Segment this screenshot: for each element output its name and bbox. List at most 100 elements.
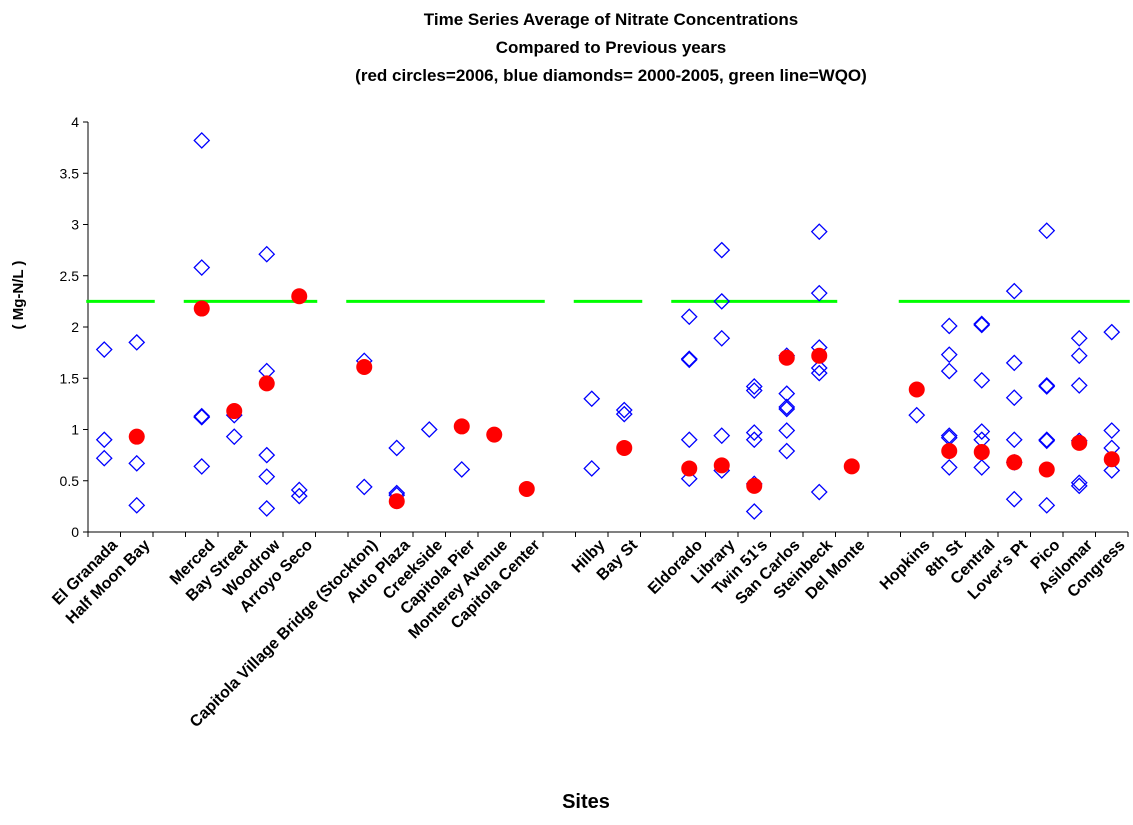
diamond-point xyxy=(810,364,828,382)
circle-point xyxy=(1006,454,1023,471)
circle-point xyxy=(518,480,535,497)
diamond-point xyxy=(745,503,763,520)
diamond-point xyxy=(1038,378,1056,395)
diamond-point xyxy=(453,461,471,478)
diamond-point xyxy=(940,459,958,476)
diamond-point xyxy=(1038,432,1056,450)
diamond-point xyxy=(193,457,211,475)
diamond-point xyxy=(95,341,113,358)
diamond-point xyxy=(225,428,243,446)
diamond-point xyxy=(128,333,146,351)
diamond-point xyxy=(778,400,796,418)
diamond-point xyxy=(583,390,601,408)
diamond-point xyxy=(1005,389,1023,407)
diamond-point xyxy=(1070,477,1088,495)
chart-title: Time Series Average of Nitrate Concentra… xyxy=(355,10,867,85)
diamond-point xyxy=(583,460,601,477)
circle-point xyxy=(193,300,210,317)
y-tick-label: 1.5 xyxy=(60,370,80,386)
diamond-point xyxy=(810,359,828,377)
circle-point xyxy=(843,458,860,475)
circle-point xyxy=(681,460,698,477)
y-tick-label: 1 xyxy=(71,422,79,438)
diamond-point xyxy=(778,422,796,439)
diamond-point xyxy=(1103,323,1121,341)
circle-point xyxy=(128,428,145,445)
circle-point xyxy=(258,375,275,392)
y-tick-label: 2 xyxy=(71,319,79,335)
diamond-point xyxy=(680,470,698,488)
chart-title-line-2: Compared to Previous years xyxy=(496,38,727,57)
circle-point xyxy=(941,443,958,460)
x-axis-title: Sites xyxy=(562,791,610,813)
diamond-point xyxy=(193,132,211,149)
circle-point xyxy=(486,426,503,443)
circle-point xyxy=(226,403,243,420)
circle-point xyxy=(356,358,373,375)
diamond-point xyxy=(615,401,633,419)
y-tick-label: 2.5 xyxy=(60,268,80,284)
diamond-point xyxy=(745,424,763,441)
circle-point xyxy=(616,439,633,456)
diamond-point xyxy=(680,308,698,326)
circle-point xyxy=(291,288,308,305)
diamond-point xyxy=(1005,282,1023,300)
diamond-point xyxy=(95,449,113,467)
diamond-point xyxy=(258,468,276,486)
diamond-point xyxy=(973,459,991,476)
diamond-point xyxy=(193,259,211,276)
diamond-point xyxy=(95,431,113,449)
diamond-point xyxy=(1038,377,1056,394)
series-2000-2005 xyxy=(95,132,1121,520)
diamond-point xyxy=(355,478,373,496)
diamond-point xyxy=(128,454,146,472)
circle-point xyxy=(388,493,405,510)
diamond-point xyxy=(1038,222,1056,240)
diamond-point xyxy=(680,431,698,449)
axes: 0 0.5 1 1.5 2 2.5 3 3.5 4 xyxy=(60,114,1129,540)
diamond-point xyxy=(713,241,731,259)
diamond-point xyxy=(258,245,276,263)
y-tick-label: 4 xyxy=(71,114,79,130)
diamond-point xyxy=(420,421,438,438)
circle-point xyxy=(1071,434,1088,451)
chart-title-line-3: (red circles=2006, blue diamonds= 2000-2… xyxy=(355,66,867,85)
diamond-point xyxy=(745,431,763,449)
diamond-point xyxy=(258,500,276,517)
diamond-point xyxy=(1038,496,1056,514)
diamond-point xyxy=(973,316,991,334)
diamond-point xyxy=(778,398,796,416)
diamond-point xyxy=(290,481,308,499)
y-axis-title: ( Mg-N/L ) xyxy=(10,261,27,330)
diamond-point xyxy=(1005,490,1023,508)
y-tick-label: 0 xyxy=(71,524,79,540)
diamond-point xyxy=(388,439,406,457)
diamond-point xyxy=(940,362,958,380)
diamond-point xyxy=(1005,431,1023,449)
y-tick-label: 0.5 xyxy=(60,473,80,489)
diamond-point xyxy=(258,446,276,464)
circle-point xyxy=(778,349,795,366)
y-tick-label: 3.5 xyxy=(60,165,80,181)
circle-point xyxy=(908,381,925,398)
diamond-point xyxy=(940,317,958,335)
diamond-point xyxy=(193,408,211,426)
circle-point xyxy=(746,477,763,494)
diamond-point xyxy=(745,378,763,395)
diamond-point xyxy=(973,423,991,440)
diamond-point xyxy=(713,427,731,445)
diamond-point xyxy=(1070,347,1088,365)
y-tick-label: 3 xyxy=(71,217,79,233)
diamond-point xyxy=(973,315,991,333)
diamond-point xyxy=(290,487,308,505)
circle-point xyxy=(811,347,828,364)
diamond-point xyxy=(1005,354,1023,372)
diamond-point xyxy=(680,351,698,369)
circle-point xyxy=(1103,451,1120,468)
diamond-point xyxy=(810,223,828,241)
diamond-point xyxy=(973,371,991,389)
diamond-point xyxy=(1038,431,1056,449)
diamond-point xyxy=(713,329,731,347)
